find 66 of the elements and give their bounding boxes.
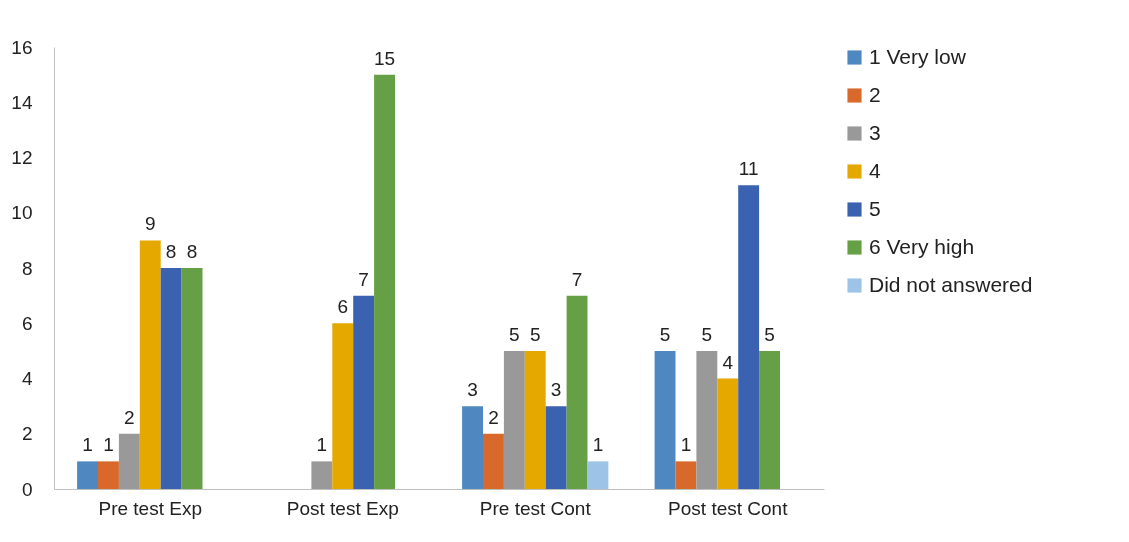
legend-label: Did not answered: [869, 272, 1033, 296]
bar: [738, 185, 760, 489]
bar: [462, 406, 483, 489]
x-tick-label: Post test Exp: [286, 497, 399, 519]
bar: [374, 74, 395, 489]
data-label: 1: [316, 434, 328, 456]
data-label: 3: [467, 379, 478, 401]
bar: [160, 268, 182, 489]
y-tick-label: 6: [21, 312, 33, 334]
data-label: 1: [592, 434, 604, 456]
bar: [566, 295, 588, 489]
data-label: 15: [373, 47, 396, 69]
y-tick-label: 16: [11, 36, 33, 58]
bar: [118, 433, 140, 489]
bar: [311, 461, 333, 489]
y-tick-label: 2: [21, 423, 33, 445]
data-label: 2: [124, 406, 135, 428]
bar: [759, 350, 780, 489]
bar: [503, 350, 525, 489]
data-label: 7: [358, 268, 369, 290]
data-label: 1: [680, 434, 692, 456]
legend-label: 4: [869, 158, 881, 182]
data-label: 9: [144, 213, 156, 235]
bar: [332, 323, 354, 489]
bar: [353, 295, 375, 489]
data-label: 8: [165, 241, 177, 262]
y-tick-label: 0: [21, 478, 33, 500]
data-label: 6: [337, 296, 349, 318]
legend-label: 5: [869, 196, 881, 220]
bar: [139, 240, 161, 489]
y-tick-label: 8: [21, 257, 33, 279]
bar: [524, 350, 546, 489]
x-tick-label: Pre test Exp: [98, 497, 202, 519]
bar: [587, 461, 609, 489]
y-tick-label: 4: [21, 368, 33, 389]
data-label: 5: [509, 323, 520, 345]
legend-label: 2: [869, 82, 881, 106]
bar: [98, 461, 119, 489]
bar: [545, 406, 567, 489]
data-label: 1: [103, 434, 114, 456]
data-label: 5: [764, 323, 775, 345]
bar: [483, 433, 504, 489]
data-label: 8: [186, 241, 198, 262]
data-label: 4: [722, 351, 734, 373]
bar: [696, 350, 718, 489]
bar: [717, 378, 739, 489]
x-tick-label: Pre test Cont: [479, 497, 592, 519]
y-tick-label: 10: [11, 202, 33, 224]
bar: [77, 461, 98, 489]
data-label: 2: [488, 406, 499, 428]
data-label: 11: [738, 158, 759, 180]
data-label: 5: [529, 323, 541, 345]
data-label: 7: [571, 268, 583, 290]
bar: [654, 350, 676, 489]
legend-label: 1 Very low: [869, 44, 967, 68]
y-tick-label: 12: [11, 147, 33, 168]
legend-label: 3: [869, 120, 881, 144]
data-label: 5: [659, 323, 671, 345]
data-label: 5: [701, 323, 713, 345]
data-label: 1: [82, 434, 93, 456]
y-tick-label: 14: [11, 91, 33, 113]
legend-label: 6 Very high: [869, 234, 975, 258]
data-label: 3: [550, 379, 562, 401]
x-tick-label: Post test Cont: [668, 497, 789, 519]
bar: [181, 268, 203, 489]
bar: [675, 461, 697, 489]
